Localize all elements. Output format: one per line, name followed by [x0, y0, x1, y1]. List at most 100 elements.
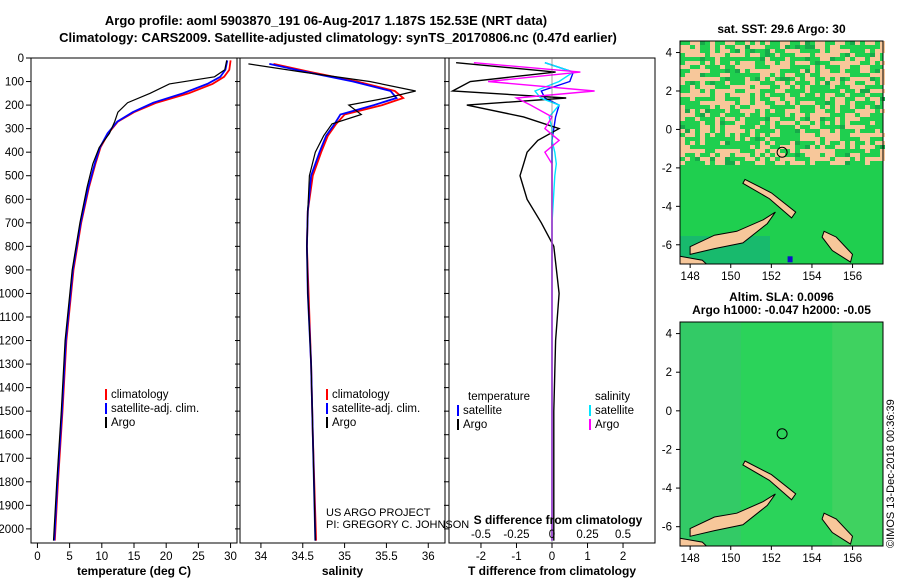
map-y-tick-label: 4 — [666, 329, 673, 341]
cloud-gap-cell — [850, 153, 855, 157]
cloud-gap-cell — [695, 73, 700, 77]
cloud-gap-cell — [870, 41, 875, 45]
cloud-gap-cell — [870, 133, 875, 137]
sst-cell — [700, 113, 705, 117]
cloud-gap-cell — [770, 125, 775, 129]
cloud-gap-cell — [740, 117, 745, 121]
legend-label: Argo — [332, 417, 356, 429]
cloud-gap-cell — [855, 109, 860, 113]
cloud-gap-cell — [785, 49, 790, 53]
cloud-gap-cell — [680, 65, 685, 69]
x2-tick-label: -0.5 — [471, 529, 491, 541]
cloud-gap-cell — [690, 141, 695, 145]
cloud-gap-cell — [770, 141, 775, 145]
y-tick-label: 2000 — [0, 524, 24, 536]
land-polygon — [821, 512, 854, 545]
cloud-gap-cell — [785, 73, 790, 77]
cloud-gap-cell — [825, 141, 830, 145]
cloud-gap-cell — [820, 49, 825, 53]
cloud-gap-cell — [800, 61, 805, 65]
cloud-gap-cell — [745, 137, 750, 141]
sst-cell — [730, 161, 735, 165]
y-tick-label: 1000 — [0, 288, 24, 300]
cloud-gap-cell — [875, 129, 880, 133]
cloud-gap-cell — [820, 73, 825, 77]
x-tick-label: 25 — [192, 551, 205, 563]
project-credit-line-1: US ARGO PROJECT — [326, 507, 431, 519]
sla-gradient-band — [680, 322, 741, 546]
cloud-gap-cell — [805, 73, 810, 77]
cloud-gap-cell — [680, 77, 685, 81]
cloud-gap-cell — [730, 85, 735, 89]
cloud-gap-cell — [780, 85, 785, 89]
cloud-gap-cell — [745, 93, 750, 97]
x-axis-label: salinity — [322, 564, 364, 578]
cloud-gap-cell — [735, 125, 740, 129]
x-tick-label: -2 — [476, 551, 486, 563]
cloud-gap-cell — [760, 121, 765, 125]
cloud-gap-cell — [875, 101, 880, 105]
y-tick-label: 1800 — [0, 477, 24, 489]
cloud-gap-cell — [780, 161, 785, 165]
cloud-gap-cell — [745, 61, 750, 65]
cloud-gap-cell — [735, 93, 740, 97]
imos-watermark: ©IMOS 13-Dec-2018 00:36:39 — [885, 399, 897, 548]
cloud-gap-cell — [860, 133, 865, 137]
cloud-gap-cell — [740, 101, 745, 105]
cloud-gap-cell — [865, 133, 870, 137]
cloud-gap-cell — [755, 161, 760, 165]
cloud-gap-cell — [685, 93, 690, 97]
cloud-gap-cell — [790, 81, 795, 85]
cloud-gap-cell — [760, 105, 765, 109]
sst-map-panel: sat. SST: 29.6 Argo: 30 148 150 152 154 156 -6… — [662, 22, 885, 283]
cloud-gap-cell — [835, 109, 840, 113]
cloud-gap-cell — [860, 57, 865, 61]
cloud-gap-cell — [755, 101, 760, 105]
x-axis-label: temperature (deg C) — [77, 564, 191, 578]
cloud-gap-cell — [790, 157, 795, 161]
cloud-gap-cell — [765, 137, 770, 141]
sst-cell — [725, 69, 730, 73]
cloud-gap-cell — [775, 81, 780, 85]
sst-cell — [845, 153, 850, 157]
cloud-gap-cell — [875, 133, 880, 137]
cloud-gap-cell — [850, 77, 855, 81]
cloud-gap-cell — [690, 113, 695, 117]
cloud-gap-cell — [770, 149, 775, 153]
cloud-gap-cell — [820, 113, 825, 117]
land-polygon — [742, 460, 797, 501]
cloud-gap-cell — [695, 41, 700, 45]
cloud-gap-cell — [840, 65, 845, 69]
cloud-gap-cell — [735, 53, 740, 57]
sst-cell — [805, 69, 810, 73]
cloud-gap-cell — [840, 69, 845, 73]
sst-cell — [755, 137, 760, 141]
cloud-gap-cell — [705, 101, 710, 105]
legend-label: Argo — [111, 417, 135, 429]
cloud-gap-cell — [870, 81, 875, 85]
cloud-gap-cell — [795, 53, 800, 57]
cloud-gap-cell — [785, 145, 790, 149]
sst-cell — [795, 153, 800, 157]
cloud-gap-cell — [690, 77, 695, 81]
y-tick-label: 400 — [5, 147, 24, 159]
cloud-gap-cell — [745, 85, 750, 89]
cloud-gap-cell — [825, 153, 830, 157]
cloud-gap-cell — [820, 65, 825, 69]
cloud-gap-cell — [840, 89, 845, 93]
title-line-2: Climatology: CARS2009. Satellite-adjuste… — [59, 30, 617, 45]
cloud-gap-cell — [720, 97, 725, 101]
cloud-gap-cell — [725, 149, 730, 153]
y-tick-label: 100 — [5, 77, 24, 89]
cloud-gap-cell — [755, 153, 760, 157]
cloud-gap-cell — [790, 101, 795, 105]
cloud-gap-cell — [865, 149, 870, 153]
x-tick-label: 36 — [422, 551, 435, 563]
cloud-gap-cell — [790, 149, 795, 153]
cloud-gap-cell — [710, 53, 715, 57]
map-x-tick-label: 156 — [843, 553, 862, 565]
cloud-gap-cell — [720, 53, 725, 57]
sst-cell — [840, 77, 845, 81]
cloud-gap-cell — [835, 117, 840, 121]
